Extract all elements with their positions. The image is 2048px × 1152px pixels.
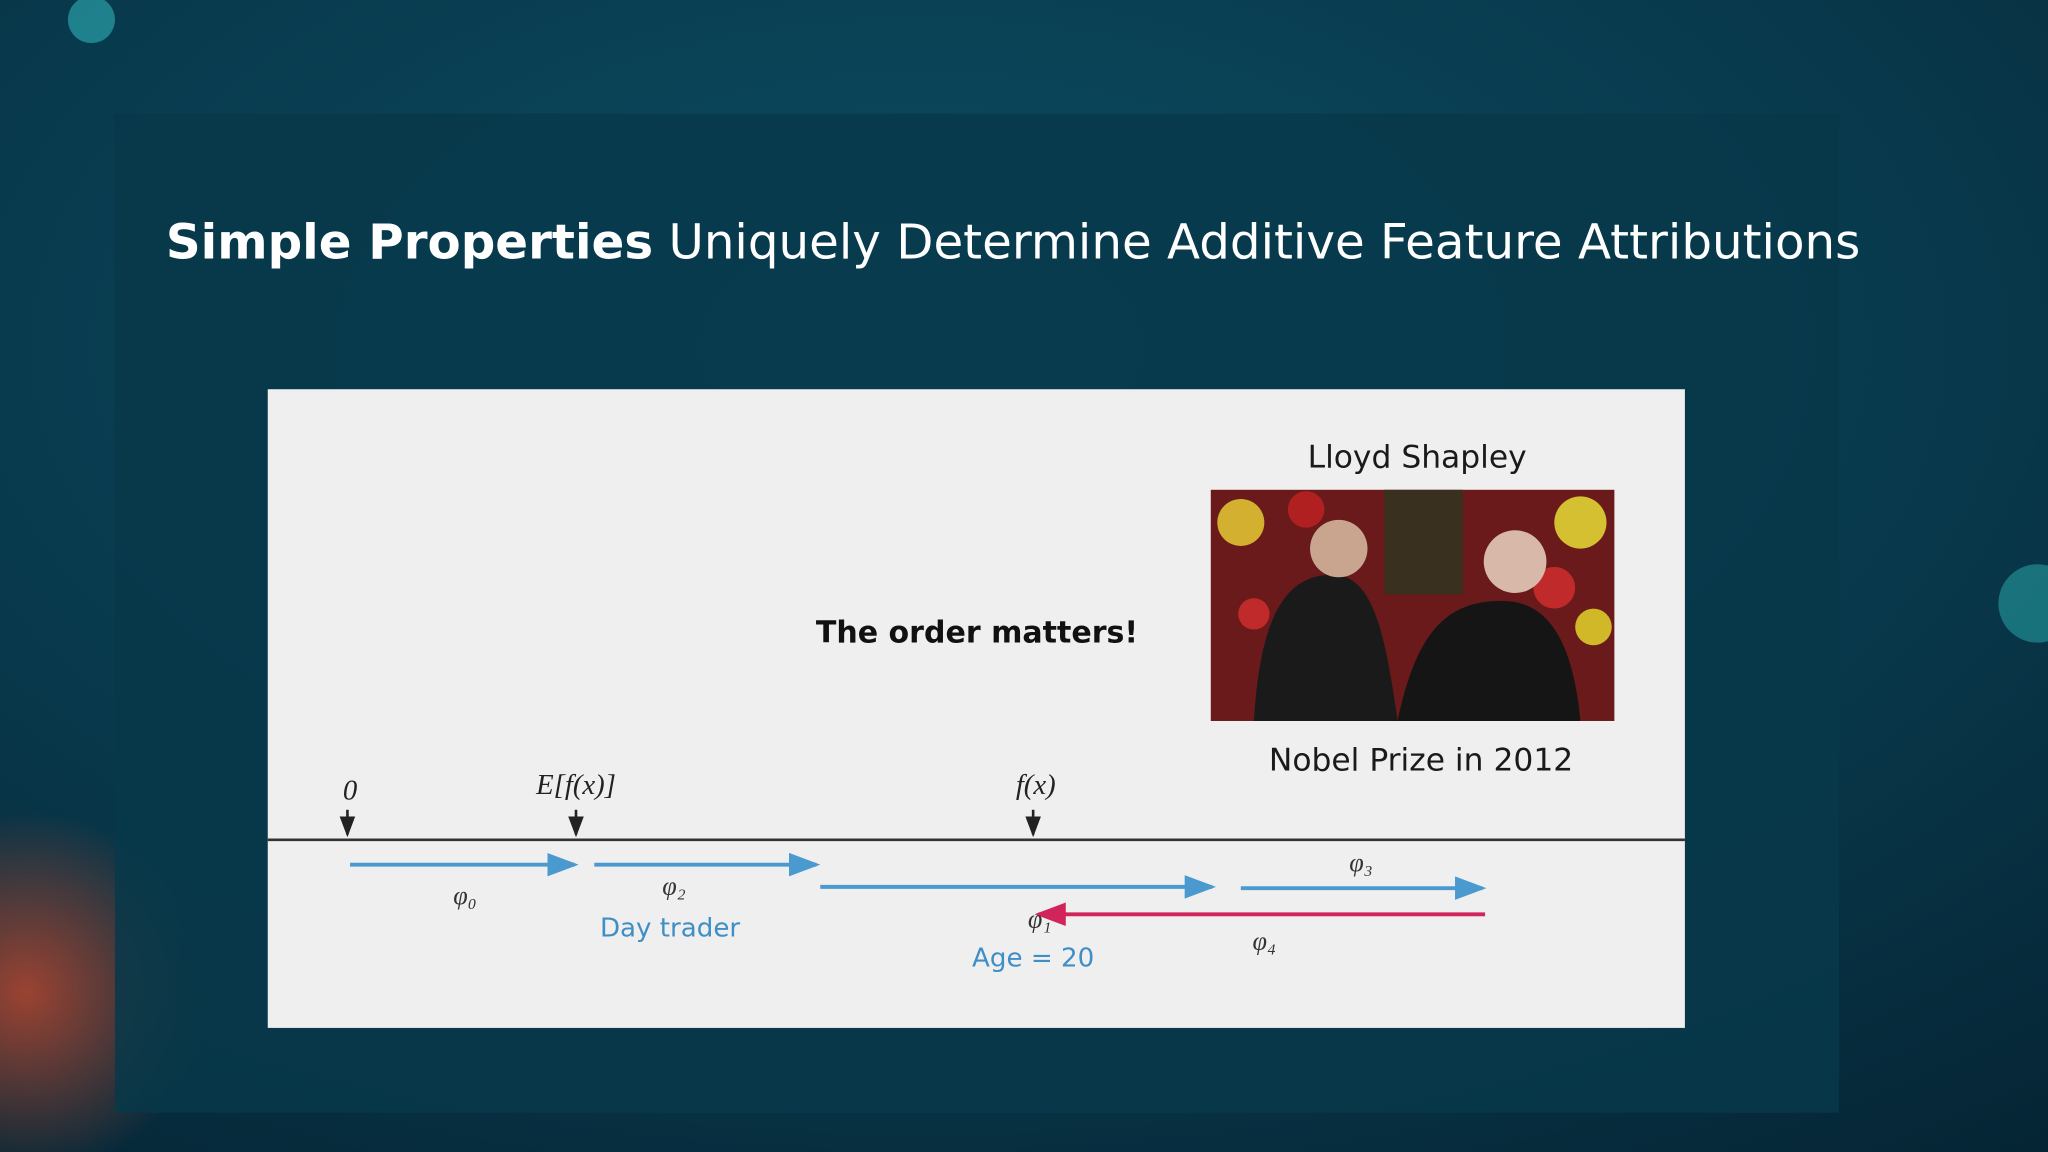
phi-label: φ₃ — [1349, 848, 1373, 877]
marker-label: E[f(x)] — [535, 769, 616, 801]
title-rest: Uniquely Determine Additive Feature Attr… — [668, 215, 1860, 271]
phi-label: φ₂ — [662, 872, 686, 901]
feature-label: Age = 20 — [972, 944, 1094, 974]
feature-label: Day trader — [600, 913, 740, 943]
bokeh — [67, 0, 115, 44]
photo — [1210, 489, 1615, 721]
title-bold: Simple Properties — [166, 215, 653, 271]
photo-title: Lloyd Shapley — [1308, 440, 1527, 476]
note: The order matters! — [816, 616, 1138, 651]
marker-label: 0 — [343, 774, 357, 806]
phi-label: φ₄ — [1253, 927, 1277, 956]
slide-title: Simple Properties Uniquely Determine Add… — [166, 215, 1860, 271]
photo-caption: Nobel Prize in 2012 — [1269, 743, 1573, 779]
phi-label: φ₁ — [1028, 904, 1052, 933]
marker-label: f(x) — [1016, 769, 1056, 801]
phi-label: φ₀ — [453, 881, 477, 910]
bokeh — [1998, 564, 2048, 643]
